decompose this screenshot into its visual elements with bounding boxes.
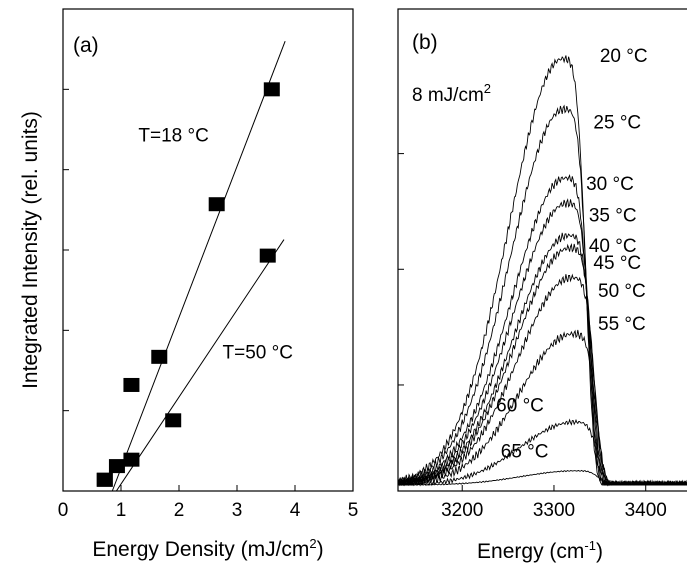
spectrum-55-c (397, 329, 687, 487)
temperature-label-30-c: 30 °C (586, 174, 634, 195)
spectrum-20-c (397, 55, 687, 486)
x-tick-label-2: 2 (174, 500, 185, 521)
x-tick-label-3: 3 (232, 500, 243, 521)
data-point-t-18-c-2 (123, 377, 140, 392)
temperature-label-50-c: 50 °C (598, 281, 646, 302)
x-tick-label-5: 5 (348, 500, 359, 521)
data-point-t-50-c-1 (123, 452, 140, 467)
series-label-t-50-c: T=50 °C (223, 342, 293, 363)
data-point-t-50-c-3 (259, 248, 276, 263)
panel-a-data-points (96, 82, 280, 487)
data-point-t-50-c-2 (165, 413, 182, 428)
x-tick-label-1: 3300 (533, 500, 575, 521)
x-tick-label-0: 3200 (441, 500, 483, 521)
panel-a-fit-lines (111, 40, 286, 492)
series-label-t-18-c: T=18 °C (138, 126, 208, 147)
fit-line-t-50-c (115, 239, 285, 492)
data-point-t-18-c-5 (263, 82, 280, 97)
panel-a-y-axis-title: Integrated Intensity (rel. units) (19, 111, 42, 389)
panel-a-x-axis-title: Energy Density (mJ/cm2) (92, 536, 323, 561)
temperature-label-40-c: 40 °C (589, 236, 637, 257)
temperature-label-45-c: 45 °C (593, 253, 641, 274)
temperature-label-60-c: 60 °C (496, 395, 544, 416)
x-tick-label-1: 1 (116, 500, 127, 521)
x-tick-label-2: 3400 (625, 500, 667, 521)
panel-b-spectra (397, 55, 687, 487)
temperature-label-55-c: 55 °C (598, 314, 646, 335)
panel-a-ticks: 0 1 2 3 4 5 (58, 88, 359, 521)
temperature-label-25-c: 25 °C (593, 112, 641, 133)
panel-a-series-labels: T=18 °C T=50 °C (138, 126, 293, 364)
x-tick-label-0: 0 (58, 500, 69, 521)
data-point-t-18-c-3 (151, 349, 168, 364)
temperature-label-35-c: 35 °C (589, 205, 637, 226)
panel-b-ticks: 3200 3300 3400 (398, 153, 667, 521)
x-tick-label-4: 4 (290, 500, 301, 521)
panel-b-emission-spectra: (b) 3200 3300 3400 20 °C 25 °C 30 °C 35 °C 40 … (397, 8, 687, 563)
panel-b-fluence-annotation: 8 mJ/cm2 (412, 81, 491, 106)
temperature-label-20-c: 20 °C (600, 46, 648, 67)
data-point-t-18-c-4 (208, 197, 225, 212)
data-point-t-50-c-0 (96, 472, 113, 487)
panel-b-frame (397, 8, 687, 492)
panel-b-x-axis-title: Energy (cm-1) (477, 538, 603, 563)
data-point-t-18-c-1 (108, 459, 125, 474)
panel-a-label: (a) (73, 34, 99, 57)
temperature-label-65-c: 65 °C (501, 442, 549, 463)
panel-a-frame (62, 8, 354, 492)
spectrum-65-c (397, 469, 687, 486)
panel-b-temperature-labels: 20 °C 25 °C 30 °C 35 °C 40 °C45 °C 50 °C 55 °C… (496, 46, 647, 463)
fit-line-t-18-c (111, 40, 286, 492)
panel-b-label: (b) (412, 31, 438, 54)
panel-a-intensity-vs-energy-density: (a) 0 1 2 3 4 5 T=18 °C T=50 °C Energy Density… (19, 8, 359, 561)
